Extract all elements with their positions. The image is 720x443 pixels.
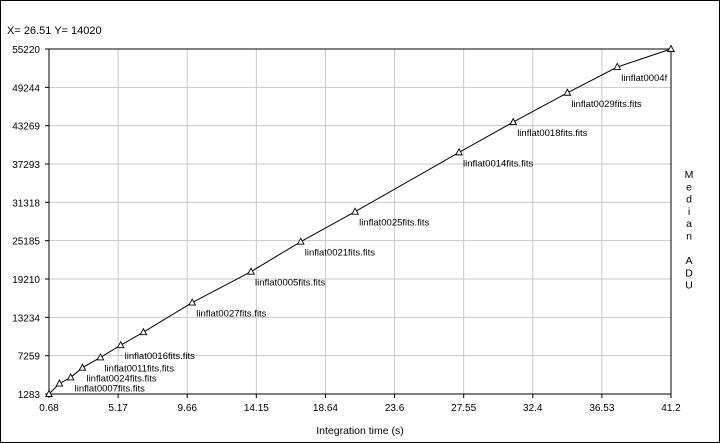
y-axis-label-char: e <box>686 181 692 193</box>
point-label: linflat0014fits.fits <box>463 158 533 169</box>
point-label: linflat0025fits.fits <box>359 218 429 229</box>
data-point-marker[interactable] <box>188 298 197 306</box>
y-tick-label: 55220 <box>12 45 40 56</box>
data-point-marker[interactable] <box>139 327 148 336</box>
x-tick-label: 18.64 <box>313 403 338 414</box>
x-tick-label: 9.66 <box>177 403 197 414</box>
grid-lines <box>49 49 671 394</box>
data-points <box>45 44 675 397</box>
y-tick-label: 31318 <box>12 198 40 209</box>
point-label: linflat0018fits.fits <box>517 128 587 139</box>
y-tick-label: 25185 <box>12 237 40 248</box>
point-label: linflat0027fits.fits <box>196 309 266 320</box>
y-axis-label-char: A <box>685 255 692 267</box>
y-axis-label-char: M <box>685 169 694 181</box>
point-label: linflat0016fits.fits <box>125 351 195 362</box>
y-axis-label-char: n <box>686 231 692 243</box>
data-point-marker[interactable] <box>613 62 622 70</box>
point-label: linflat0005fits.fits <box>255 278 325 289</box>
point-label: linflat0024fits.fits <box>86 374 156 385</box>
point-label: linflat0011fits.fits <box>104 363 174 374</box>
y-axis-label-char: D <box>685 267 693 279</box>
x-tick-label: 27.55 <box>451 403 476 414</box>
point-label: linflat0007fits.fits <box>75 383 145 394</box>
x-tick-label: 41.2 <box>661 403 681 414</box>
data-point-marker[interactable] <box>78 363 87 371</box>
data-point-marker[interactable] <box>509 117 518 126</box>
data-point-marker[interactable] <box>116 340 125 349</box>
y-tick-label: 49244 <box>12 83 40 94</box>
axis-tick-labels: 0.68 5.17 9.66 14.15 18.64 23.6 27.55 32.4 36.53… <box>12 45 681 414</box>
y-tick-label: 13234 <box>12 313 40 324</box>
data-point-marker[interactable] <box>45 389 53 397</box>
y-axis-label-char: i <box>688 206 690 218</box>
x-tick-label: 14.15 <box>244 403 269 414</box>
y-tick-label: 43269 <box>12 122 40 133</box>
data-point-marker[interactable] <box>563 88 572 96</box>
data-point-marker[interactable] <box>55 379 64 387</box>
data-point-marker[interactable] <box>351 207 360 215</box>
data-point-marker[interactable] <box>247 267 255 275</box>
data-point-marker[interactable] <box>66 372 75 381</box>
y-axis-label-char: d <box>686 194 692 206</box>
data-point-marker[interactable] <box>667 44 675 52</box>
data-point-marker[interactable] <box>96 352 105 361</box>
x-tick-label: 32.4 <box>523 403 543 414</box>
point-labels: linflat0007fits.fitslinflat0024fits.fits… <box>75 73 668 394</box>
y-axis-label-char: U <box>685 280 693 292</box>
plot-area-border <box>48 48 672 395</box>
data-point-marker[interactable] <box>455 147 463 156</box>
y-tick-label: 1283 <box>18 390 41 401</box>
x-axis-label: Integration time (s) <box>316 425 404 437</box>
data-point-marker[interactable] <box>296 237 305 245</box>
x-tick-label: 23.6 <box>385 403 405 414</box>
cursor-readout: X= 26.51 Y= 14020 <box>7 25 102 37</box>
y-tick-label: 7259 <box>18 352 41 363</box>
point-label: linflat0021fits.fits <box>305 248 375 259</box>
x-tick-label: 0.68 <box>39 403 59 414</box>
point-label: linflat0029fits.fits <box>571 99 641 110</box>
y-axis-label-char: a <box>686 218 692 230</box>
point-label: linflat0004f <box>621 73 667 84</box>
y-tick-label: 37293 <box>12 160 40 171</box>
data-line <box>48 48 672 395</box>
y-tick-label: 19210 <box>12 275 40 286</box>
x-tick-label: 36.53 <box>589 403 614 414</box>
x-tick-label: 5.17 <box>108 403 128 414</box>
